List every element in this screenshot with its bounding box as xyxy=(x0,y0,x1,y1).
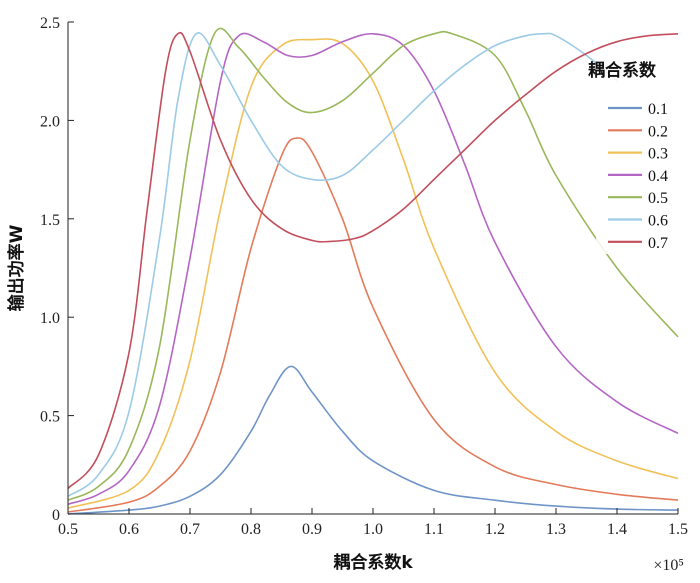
legend-label: 0.6 xyxy=(648,213,668,230)
x-axis-multiplier: ×10⁵ xyxy=(653,557,684,574)
legend-background xyxy=(596,56,680,254)
y-tick-label: 2.0 xyxy=(40,113,60,130)
x-tick-label: 1.1 xyxy=(424,521,444,538)
legend-label: 0.2 xyxy=(648,123,668,140)
x-axis-label: 耦合系数k xyxy=(333,552,413,573)
legend-label: 0.1 xyxy=(648,101,668,118)
x-tick-label: 1.3 xyxy=(546,521,566,538)
series-line-0.5 xyxy=(67,27,679,501)
x-tick-label: 1.4 xyxy=(607,521,627,538)
legend-label: 0.7 xyxy=(648,235,668,252)
axes xyxy=(67,22,678,515)
x-tick-label: 0.6 xyxy=(119,521,139,538)
series-line-0.3 xyxy=(67,38,679,509)
legend: 耦合系数 0.1 0.2 0.3 0.4 0.5 0.6 0.7 xyxy=(588,56,680,254)
x-tick-label: 0.9 xyxy=(302,521,322,538)
y-tick-label: 0 xyxy=(52,507,60,524)
legend-label: 0.4 xyxy=(648,168,668,185)
x-tick-label: 1.0 xyxy=(363,521,383,538)
x-tick-label: 0.8 xyxy=(241,521,261,538)
x-tick-label: 1.5 xyxy=(668,521,688,538)
y-ticks: 0 0.5 1.0 1.5 2.0 2.5 xyxy=(40,15,74,524)
series-line-0.2 xyxy=(67,137,679,513)
y-tick-label: 0.5 xyxy=(40,409,60,426)
legend-label: 0.3 xyxy=(648,146,668,163)
legend-items: 0.1 0.2 0.3 0.4 0.5 0.6 0.7 xyxy=(608,101,668,252)
y-axis-label: 输出功率W xyxy=(6,224,27,311)
legend-title: 耦合系数 xyxy=(588,60,657,81)
legend-label: 0.5 xyxy=(648,190,668,207)
y-tick-label: 2.5 xyxy=(40,15,60,32)
series-line-0.1 xyxy=(67,365,679,515)
y-tick-label: 1.0 xyxy=(40,310,60,327)
x-tick-label: 1.2 xyxy=(485,521,505,538)
series-line-0.7 xyxy=(67,31,679,489)
x-ticks: 0.5 0.6 0.7 0.8 0.9 1.0 1.1 1.2 1.3 1.4 1.5 xyxy=(58,508,688,538)
x-tick-label: 0.5 xyxy=(58,521,78,538)
y-tick-label: 1.5 xyxy=(40,212,60,229)
series-line-0.6 xyxy=(67,32,618,497)
series-layer xyxy=(67,27,679,515)
x-tick-label: 0.7 xyxy=(180,521,200,538)
series-line-0.4 xyxy=(67,32,679,505)
